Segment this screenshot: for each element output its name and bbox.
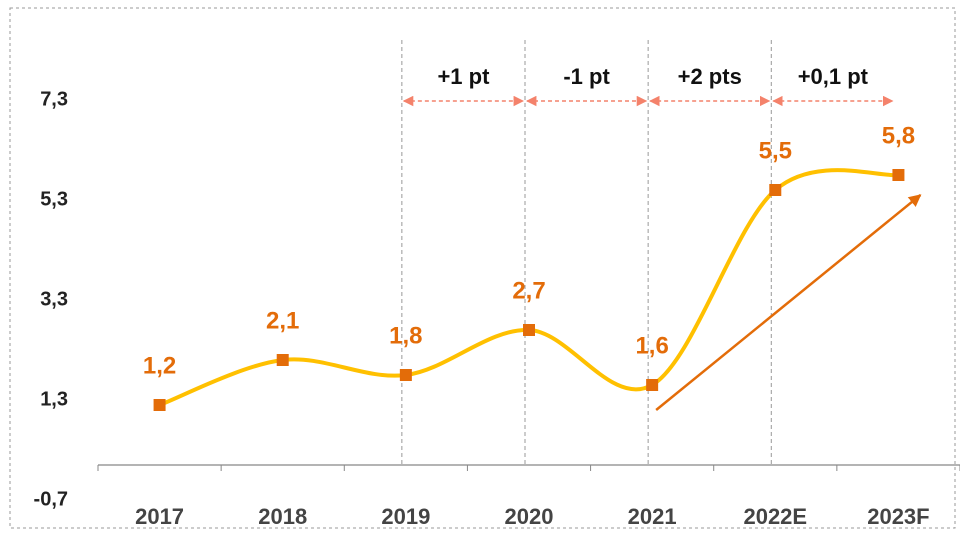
marker: [399, 369, 412, 381]
trend-arrow: [655, 194, 922, 411]
marker: [276, 354, 289, 366]
x-tick-label: 2019: [381, 504, 430, 529]
data-label: 1,8: [389, 322, 422, 349]
x-tick-label: 2023F: [867, 504, 929, 529]
data-label: 1,6: [635, 332, 668, 359]
annotation: +2 pts: [678, 64, 742, 89]
data-label: 1,2: [143, 352, 176, 379]
annotation: +1 pt: [437, 64, 490, 89]
marker: [769, 184, 782, 196]
y-tick-label: -0,7: [34, 488, 68, 510]
y-tick-label: 3,3: [40, 288, 68, 310]
y-tick-label: 1,3: [40, 388, 68, 410]
data-label: 2,1: [266, 307, 299, 334]
marker: [892, 169, 905, 181]
marker: [646, 379, 659, 391]
data-label: 5,5: [759, 137, 792, 164]
annotation: +0,1 pt: [798, 64, 869, 89]
data-label: 2,7: [512, 277, 545, 304]
y-tick-label: 7,3: [40, 88, 68, 110]
x-tick-label: 2018: [258, 504, 307, 529]
marker: [523, 324, 535, 336]
x-tick-label: 2017: [135, 504, 184, 529]
x-tick-label: 2020: [505, 504, 554, 529]
annotation: -1 pt: [563, 64, 610, 89]
x-tick-label: 2021: [628, 504, 677, 529]
chart-border: [9, 7, 956, 529]
data-label: 5,8: [882, 122, 915, 149]
y-tick-label: 5,3: [40, 188, 68, 210]
x-tick-label: 2022E: [743, 504, 807, 529]
marker: [153, 399, 166, 411]
